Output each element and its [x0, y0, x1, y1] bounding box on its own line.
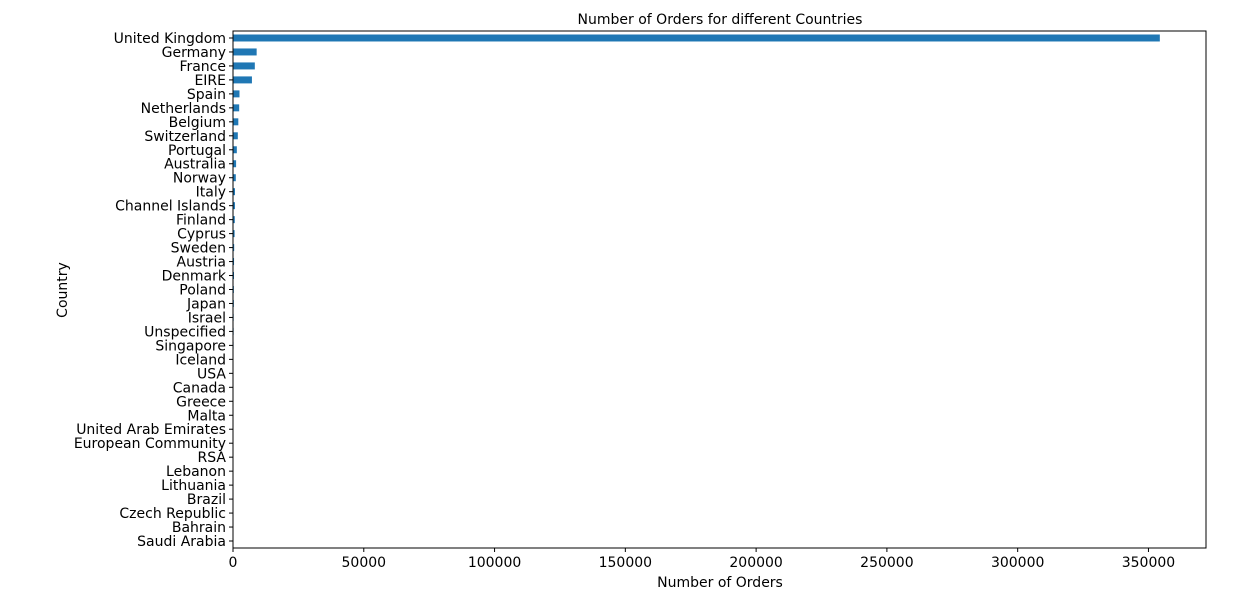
y-tick-label: Czech Republic	[119, 506, 226, 522]
y-tick-label: Finland	[176, 213, 226, 229]
y-axis: United KingdomGermanyFranceEIRESpainNeth…	[74, 31, 233, 550]
x-axis-label: Number of Orders	[657, 575, 783, 591]
bar-sweden	[233, 244, 235, 252]
chart-title: Number of Orders for different Countries	[578, 12, 863, 28]
bar-germany	[233, 48, 257, 56]
y-tick-label: Denmark	[162, 269, 227, 285]
bars-group	[233, 34, 1160, 545]
y-tick-label: Spain	[187, 87, 226, 103]
y-tick-label: Poland	[179, 283, 226, 299]
bar-finland	[233, 216, 235, 224]
x-tick-label: 250000	[860, 555, 913, 571]
y-tick-label: Israel	[188, 310, 226, 326]
bar-switzerland	[233, 132, 238, 140]
bar-united-kingdom	[233, 34, 1160, 42]
x-tick-label: 0	[229, 555, 238, 571]
y-tick-label: Portugal	[168, 143, 226, 159]
y-tick-label: Malta	[187, 408, 226, 424]
y-tick-label: Australia	[164, 157, 226, 173]
y-tick-label: Unspecified	[144, 324, 226, 340]
y-tick-label: Italy	[196, 185, 226, 201]
y-tick-label: Channel Islands	[115, 199, 226, 215]
bar-france	[233, 62, 255, 70]
bar-belgium	[233, 118, 239, 126]
bar-norway	[233, 174, 236, 182]
bar-netherlands	[233, 104, 240, 112]
y-tick-label: Singapore	[155, 338, 226, 354]
bar-spain	[233, 90, 240, 98]
bar-austria	[233, 258, 235, 266]
y-tick-label: Saudi Arabia	[137, 534, 226, 550]
bar-portugal	[233, 146, 237, 154]
y-tick-label: Lithuania	[161, 478, 226, 494]
x-tick-label: 350000	[1122, 555, 1175, 571]
plot-frame	[232, 30, 1207, 549]
x-tick-label: 200000	[729, 555, 782, 571]
x-tick-label: 300000	[991, 555, 1044, 571]
y-tick-label: Iceland	[175, 352, 226, 368]
y-tick-label: USA	[197, 366, 226, 382]
y-tick-label: Canada	[173, 380, 226, 396]
y-tick-label: Belgium	[169, 115, 226, 131]
y-tick-label: Brazil	[187, 492, 226, 508]
x-tick-label: 150000	[599, 555, 652, 571]
y-tick-label: Lebanon	[166, 464, 226, 480]
x-axis: 0 50000 100000 150000 200000 250000 300000 3500…	[229, 548, 1175, 571]
bar-eire	[233, 76, 252, 84]
y-tick-label: United Arab Emirates	[76, 422, 226, 438]
bar-channel-islands	[233, 202, 235, 210]
y-tick-label: Austria	[177, 255, 226, 271]
y-tick-label: Norway	[173, 171, 226, 187]
y-tick-label: Cyprus	[177, 227, 226, 243]
y-axis-label: Country	[55, 262, 71, 318]
bar-australia	[233, 160, 237, 168]
x-tick-label: 100000	[468, 555, 521, 571]
y-tick-label: United Kingdom	[114, 31, 226, 47]
y-tick-label: France	[179, 59, 226, 75]
y-tick-label: Switzerland	[144, 129, 226, 145]
y-tick-label: EIRE	[194, 73, 226, 89]
y-tick-label: Germany	[162, 45, 226, 61]
y-tick-label: RSA	[198, 450, 227, 466]
y-tick-label: Sweden	[171, 241, 226, 257]
y-tick-label: Netherlands	[141, 101, 226, 117]
y-tick-label: Japan	[186, 296, 226, 312]
y-tick-label: Bahrain	[172, 520, 226, 536]
y-tick-label: European Community	[74, 436, 226, 452]
bar-cyprus	[233, 230, 235, 238]
y-tick-label: Greece	[176, 394, 226, 410]
bar-italy	[233, 188, 235, 196]
x-tick-label: 50000	[342, 555, 387, 571]
